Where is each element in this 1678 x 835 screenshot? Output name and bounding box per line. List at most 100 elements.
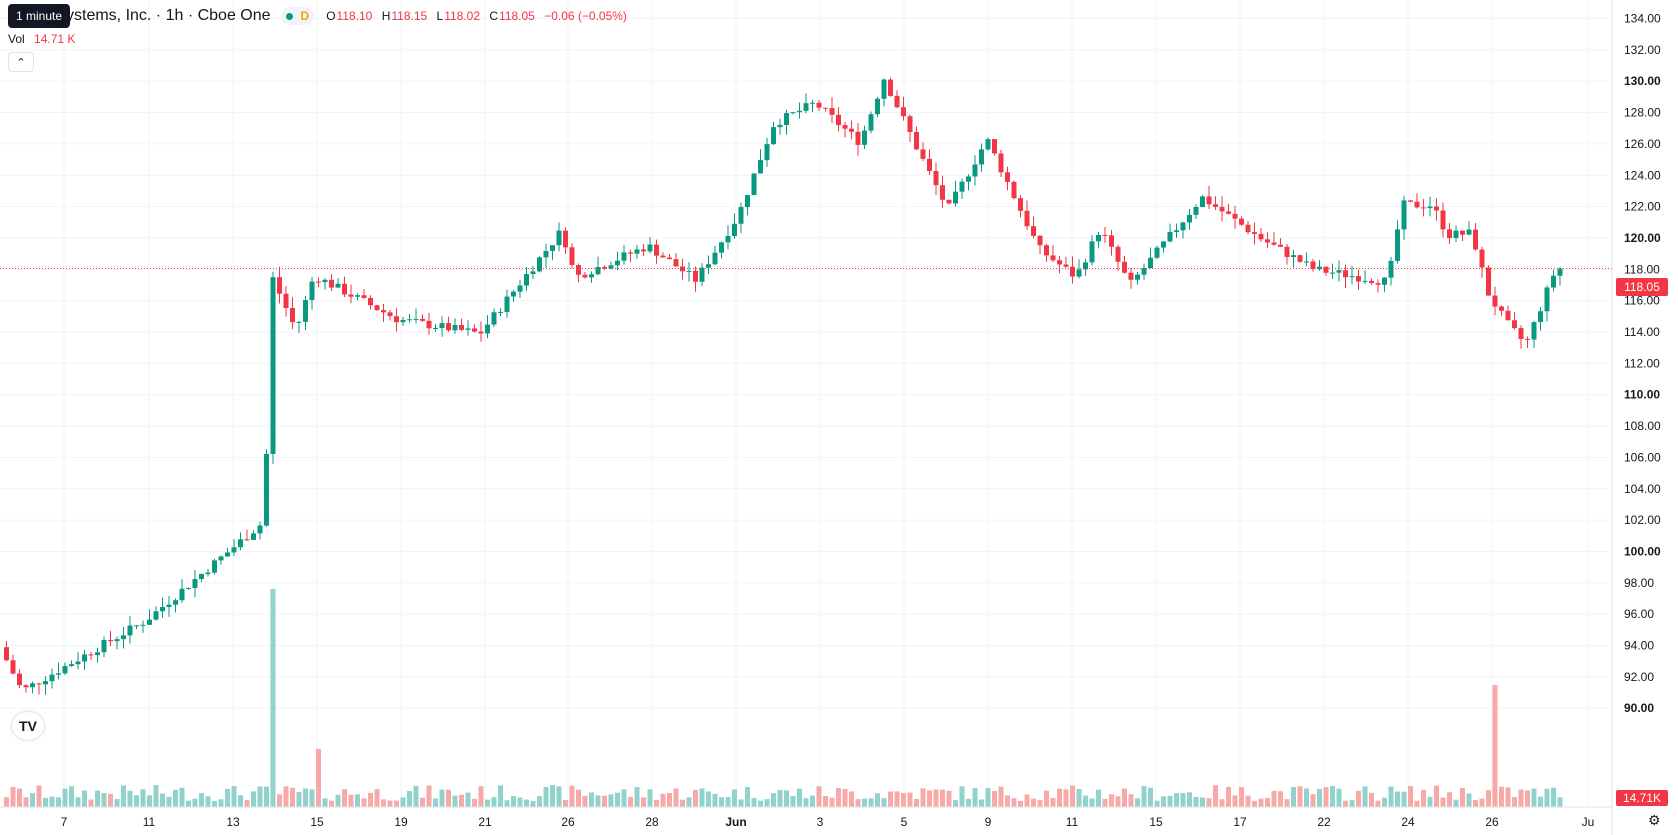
candle <box>1200 194 1205 208</box>
volume-bar <box>478 786 484 807</box>
candle <box>504 289 510 318</box>
candle <box>1206 185 1212 210</box>
volume-bar <box>95 790 100 807</box>
candle <box>413 308 419 324</box>
volume-bar <box>1122 788 1127 807</box>
candle <box>459 318 464 332</box>
volume-bar <box>1447 792 1452 807</box>
candle <box>706 255 711 274</box>
candle <box>4 641 9 662</box>
last-price-label: 118.05 <box>1624 280 1660 294</box>
candle <box>1122 255 1127 274</box>
candle <box>1453 225 1459 243</box>
volume-bar <box>959 786 965 807</box>
volume-bar <box>1544 788 1550 807</box>
candle <box>641 243 646 257</box>
volume-bar <box>745 787 750 807</box>
price-axis[interactable]: 134.00 132.00 130.00 128.00 126.00 124.00 122.… <box>1624 12 1661 716</box>
candle <box>491 308 497 328</box>
volume-bar <box>1154 800 1160 807</box>
volume-bar <box>524 799 529 807</box>
candle <box>582 272 588 279</box>
volume-bar <box>654 799 659 807</box>
volume-bar <box>1356 790 1361 807</box>
volume-bar <box>459 794 464 807</box>
price-tick-label: 96.00 <box>1624 607 1654 621</box>
time-tick-label: 11 <box>143 815 156 829</box>
candle <box>1310 258 1316 272</box>
gear-icon[interactable]: ⚙ <box>1648 812 1661 828</box>
volume-bar <box>238 795 243 807</box>
change-value: −0.06 (−0.05%) <box>544 9 627 23</box>
volume-bar <box>420 797 425 807</box>
volume-bar <box>933 789 939 807</box>
candle <box>621 245 627 265</box>
volume-bar <box>199 793 204 807</box>
candle <box>1531 320 1537 349</box>
candle <box>147 609 152 625</box>
volume-bar <box>940 789 945 807</box>
candle <box>1005 166 1010 191</box>
volume-bar <box>1193 796 1199 807</box>
candle <box>1011 180 1017 200</box>
candle <box>238 532 243 551</box>
candle <box>127 616 133 644</box>
symbol-title[interactable]: ystems, Inc. · 1h · Cboe One <box>66 7 271 24</box>
volume-bar <box>134 795 139 807</box>
volume-bar <box>1245 795 1251 807</box>
collapse-legend-button[interactable]: ⌃ <box>8 52 34 72</box>
candle <box>1057 255 1062 274</box>
volume-bar <box>1466 793 1472 807</box>
candle <box>218 555 224 565</box>
volume-bar <box>1408 786 1413 807</box>
status-badge[interactable]: D <box>280 7 315 25</box>
price-tick-label: 124.00 <box>1624 168 1661 182</box>
candle <box>1174 223 1179 238</box>
candle <box>764 137 770 167</box>
candle <box>179 579 185 603</box>
candle <box>1369 278 1374 285</box>
volume-bar <box>504 800 510 807</box>
candle <box>439 316 445 337</box>
candle <box>433 324 438 332</box>
candle <box>1486 265 1491 296</box>
candle <box>1382 277 1387 293</box>
volume-bar <box>1362 786 1368 807</box>
volume-bar <box>1005 795 1010 807</box>
candle <box>1193 204 1199 219</box>
candle <box>498 308 503 317</box>
volume-bar <box>82 790 87 807</box>
volume-bar <box>270 589 276 807</box>
candle <box>738 202 744 234</box>
candle <box>901 96 906 121</box>
volume-bar <box>849 791 854 807</box>
volume-bar <box>218 799 224 807</box>
candle <box>985 137 991 151</box>
candle <box>1109 229 1114 256</box>
candle <box>745 194 750 216</box>
volume-bar <box>205 796 211 807</box>
candle <box>82 650 87 670</box>
candle <box>1180 221 1186 239</box>
volume-bar <box>1401 791 1407 807</box>
high-value: 118.15 <box>391 9 428 23</box>
volume-bar <box>17 788 22 807</box>
volume-bar <box>485 799 490 807</box>
candle <box>1135 271 1140 285</box>
candle <box>790 111 796 115</box>
tradingview-logo-icon[interactable]: TV <box>12 712 44 740</box>
candle <box>537 256 542 273</box>
time-axis[interactable]: 7 11 13 15 19 21 26 28 Jun 3 5 9 11 15 17 22 24 26 Ju <box>61 815 1595 829</box>
candle <box>108 630 113 647</box>
candle <box>868 111 874 134</box>
candle <box>472 324 477 333</box>
candle <box>49 668 55 689</box>
volume-bar <box>660 793 666 807</box>
candle <box>634 244 640 259</box>
candle <box>1395 220 1400 264</box>
candle <box>374 304 380 311</box>
price-tick-label: 106.00 <box>1624 450 1661 464</box>
candle <box>1278 238 1283 248</box>
volume-bar <box>862 798 867 807</box>
